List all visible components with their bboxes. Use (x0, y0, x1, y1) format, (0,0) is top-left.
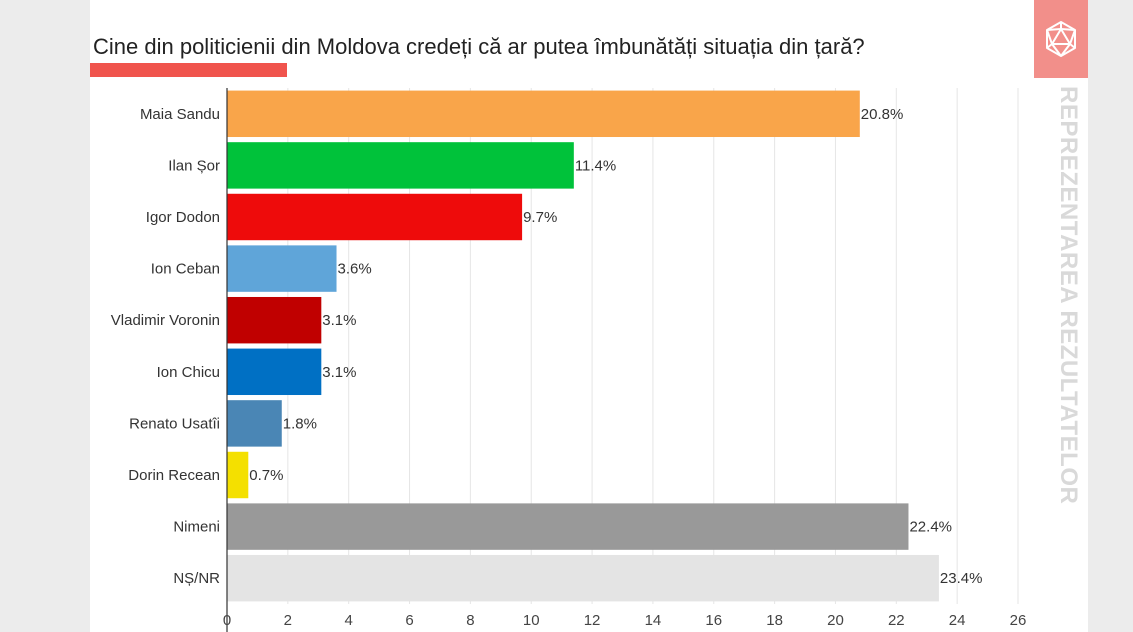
value-label: 3.1% (322, 312, 356, 329)
icosahedron-logo-icon (1046, 21, 1076, 57)
value-label: 23.4% (940, 570, 983, 587)
value-label: 11.4% (575, 157, 616, 174)
x-tick-label: 12 (584, 612, 601, 629)
value-label: 0.7% (249, 467, 283, 484)
value-label: 1.8% (283, 415, 317, 432)
bar (227, 90, 860, 138)
side-watermark-text: REPREZENTAREA REZULTATELOR (1055, 86, 1082, 505)
value-label: 22.4% (909, 519, 952, 536)
bar (227, 451, 249, 499)
x-tick-label: 8 (466, 612, 474, 629)
category-label: Ion Ceban (151, 261, 220, 278)
x-tick-label: 2 (284, 612, 292, 629)
category-label: Renato Usatîi (129, 415, 220, 432)
value-label: 3.6% (338, 261, 372, 278)
value-label: 20.8% (861, 106, 904, 123)
category-label: Vladimir Voronin (111, 312, 220, 329)
x-tick-label: 10 (523, 612, 540, 629)
category-label: Nimeni (173, 519, 220, 536)
x-tick-label: 6 (405, 612, 413, 629)
bar (227, 348, 322, 396)
category-label: Ilan Șor (168, 157, 220, 174)
bar (227, 245, 337, 292)
category-label: Dorin Recean (128, 467, 220, 484)
x-tick-label: 0 (223, 612, 231, 629)
bar-layer (227, 90, 939, 602)
bar (227, 554, 939, 602)
chart-title: Cine din politicienii din Moldova credeț… (93, 34, 865, 59)
category-label: Igor Dodon (146, 209, 220, 226)
category-label: Maia Sandu (140, 106, 220, 123)
x-tick-label: 22 (888, 612, 905, 629)
bar (227, 400, 282, 447)
x-tick-label: 4 (345, 612, 353, 629)
x-tick-label: 24 (949, 612, 966, 629)
x-tick-label: 18 (766, 612, 783, 629)
x-tick-label: 26 (1010, 612, 1027, 629)
title-underline (90, 63, 287, 77)
category-label: NȘ/NR (173, 570, 220, 587)
value-label: 9.7% (523, 209, 557, 226)
bar (227, 142, 574, 189)
bar (227, 193, 523, 241)
category-label: Ion Chicu (157, 364, 220, 381)
x-tick-label: 16 (705, 612, 722, 629)
x-tick-label: 20 (827, 612, 844, 629)
bar (227, 503, 909, 550)
value-label: 3.1% (322, 364, 356, 381)
brand-logo-box (1034, 0, 1088, 78)
x-tick-label: 14 (645, 612, 662, 629)
bar (227, 296, 322, 344)
